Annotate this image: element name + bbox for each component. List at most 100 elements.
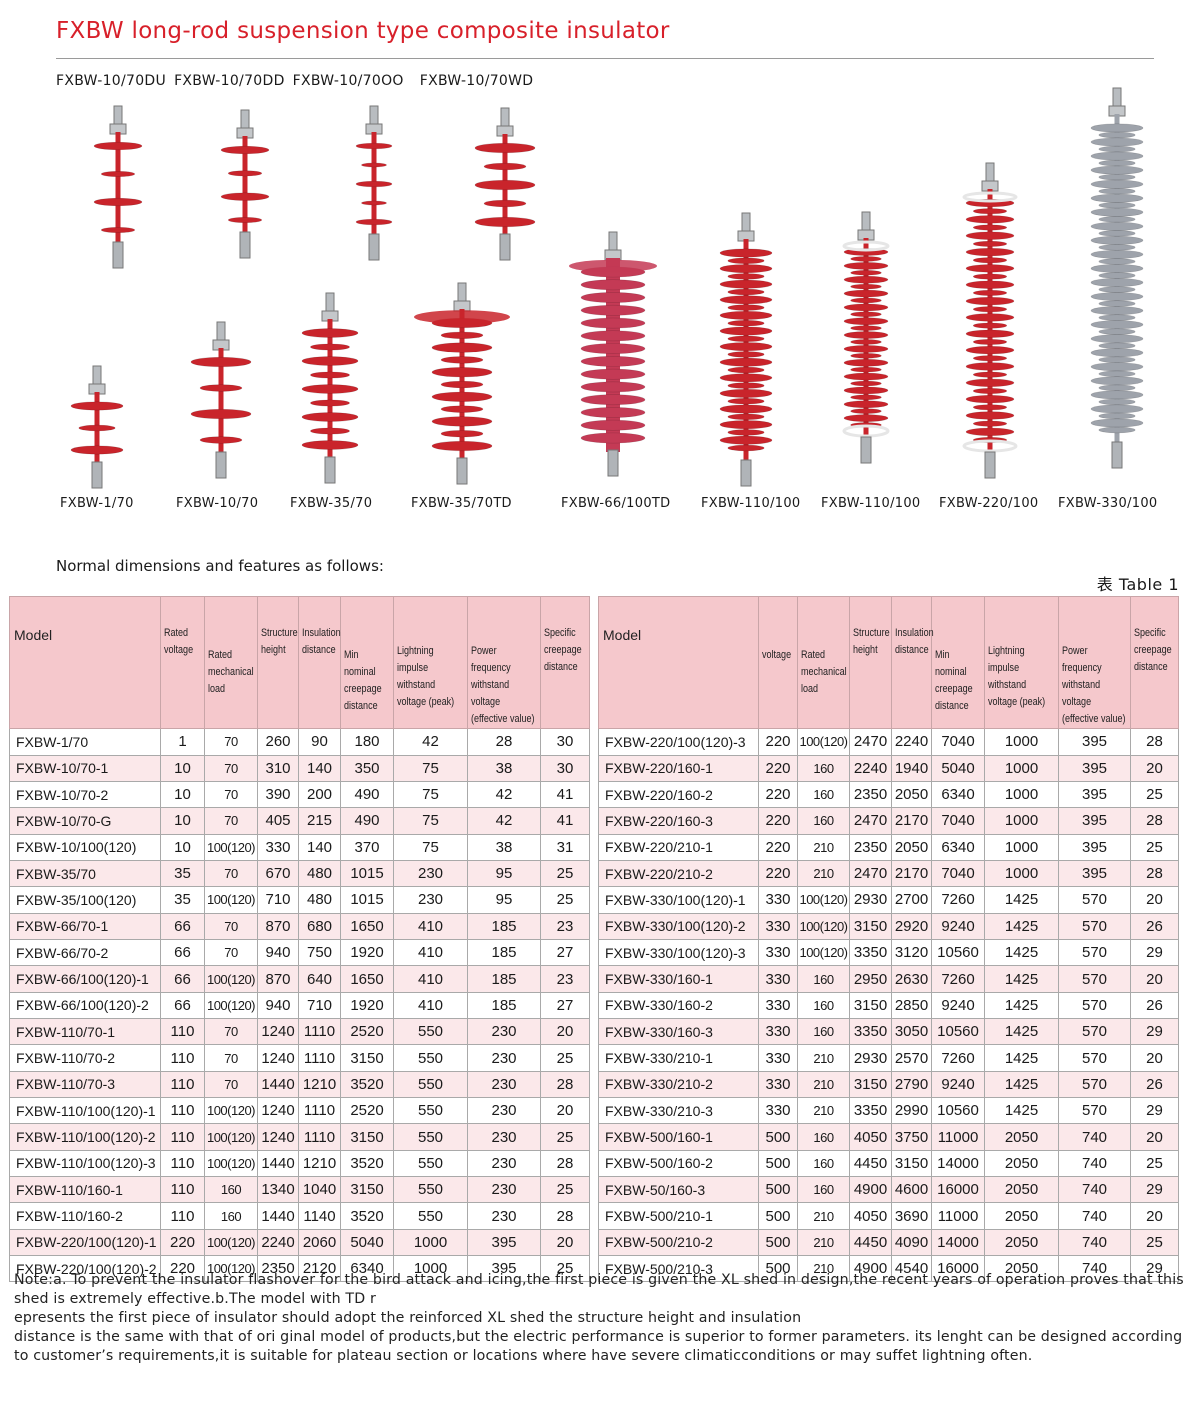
table-cell-distance: 1140 [298,1202,341,1230]
header-power: Power frequency withstand voltage (effecti… [467,595,541,730]
table-cell-height: 4450 [849,1149,892,1178]
title-divider [56,58,1154,59]
insulator-shed [1098,342,1136,349]
table-cell-creepage: 10560 [931,1097,985,1125]
table-cell-power: 740 [1058,1255,1131,1283]
table-cell-voltage: 110 [160,1070,205,1099]
table-cell-model: FXBW-220/100(120)-1 [9,1228,161,1257]
table-cell-voltage: 330 [758,1018,798,1046]
insulator-shed [850,269,882,276]
table-cell-height: 4900 [849,1176,892,1204]
table-cell-power: 570 [1058,912,1131,940]
insulator-shed [972,240,1008,247]
table-row: FXBW-10/70-G 10 70 405 215 490 75 42 41 [9,807,590,835]
table-cell-load: 160 [797,965,850,993]
insulator-shed [727,444,765,452]
insulator-shed [1098,173,1136,181]
insulator-shed [965,215,1015,224]
table-cell-height: 310 [257,754,299,782]
table-row: FXBW-220/100(120)-3 220 100(120) 2470 2240 70… [598,728,1179,756]
metal-end-fitting [607,449,619,477]
table-row: FXBW-10/70-1 10 70 310 140 350 75 38 30 [9,754,590,782]
insulator-shed [93,197,143,207]
table-cell-voltage: 500 [758,1228,798,1257]
table-row: FXBW-110/160-1 110 160 1340 1040 3150 550 230 25 [9,1176,590,1204]
table-cell-distance: 3050 [891,1018,932,1046]
table-cell-model: FXBW-66/100(120)-1 [9,965,161,993]
insulator-shed [431,342,493,353]
table-cell-model: FXBW-500/210-2 [598,1228,759,1257]
table-cell-model: FXBW-500/160-1 [598,1123,759,1151]
table-cell-distance: 1210 [298,1070,341,1099]
table-cell-specific: 25 [540,1123,590,1151]
insulator-shed [965,378,1015,387]
table-row: FXBW-66/100(120)-2 66 100(120) 940 710 1920 41… [9,991,590,1020]
photo-caption: FXBW-35/70 [290,496,373,511]
table-cell-load: 100(120) [204,1097,258,1125]
header-line: Power frequency [1062,645,1102,675]
insulator-shed [965,362,1015,371]
header-line: Min nominal [344,649,376,679]
table-cell-voltage: 110 [160,1044,205,1072]
insulator-shed [474,142,536,154]
insulator-shed [843,262,889,270]
insulator-shed [843,372,889,381]
insulator-shed [965,313,1015,322]
table-cell-creepage: 2520 [340,1018,394,1046]
insulator-shed [719,373,773,383]
insulator-shed [580,355,646,367]
table-cell-voltage: 220 [758,754,798,782]
insulator-shed [719,420,773,430]
insulator-shed [1098,258,1136,265]
table-cell-height: 1340 [257,1176,299,1204]
table-cell-specific: 20 [1130,1123,1179,1151]
header-voltage: Rated voltage [160,595,205,730]
insulator-shed [965,394,1015,404]
table-cell-distance: 2060 [298,1228,341,1257]
table-cell-impulse: 1425 [984,1044,1059,1072]
metal-end-fitting [239,231,251,259]
table-cell-height: 4050 [849,1202,892,1230]
top-model-label: FXBW-10/70WD [419,73,534,89]
insulator-shed [440,405,484,413]
table-cell-impulse: 1425 [984,991,1059,1020]
table-cell-voltage: 500 [758,1123,798,1151]
table-cell-specific: 29 [1130,938,1179,967]
table-cell-creepage: 7260 [931,1044,985,1072]
metal-end-fitting [984,451,996,479]
insulator-shed [199,384,243,392]
insulator-shed [440,380,484,389]
insulator-shed [965,296,1015,306]
table-cell-model: FXBW-330/100(120)-3 [598,938,759,967]
table-cell-height: 4450 [849,1228,892,1257]
table-row: FXBW-220/100(120)-1 220 100(120) 2240 2060 50… [9,1228,590,1257]
header-line: withstand voltage [1062,679,1101,709]
table-row: FXBW-500/210-2 500 210 4450 4090 14000 2050 740… [598,1228,1179,1257]
table-cell-specific: 28 [1130,728,1179,756]
insulator-shed [972,306,1008,313]
insulator-shed [1098,202,1136,209]
table-cell-creepage: 6340 [931,780,985,809]
table-cell-impulse: 1000 [984,859,1059,888]
table-cell-model: FXBW-330/160-2 [598,991,759,1020]
table-cell-distance: 2920 [891,912,932,940]
header-line: Specific [544,627,576,639]
table-cell-height: 710 [257,886,299,914]
insulator-shed [850,366,882,373]
table-cell-creepage: 11000 [931,1123,985,1151]
table-cell-specific: 25 [540,1176,590,1204]
insulator-shed [310,343,350,351]
table-cell-creepage: 10560 [931,938,985,967]
table-header-row: Model voltage Rated mechanical load Structure… [598,595,1179,730]
insulator-shed [843,358,889,367]
table-cell-model: FXBW-330/210-1 [598,1044,759,1072]
insulator-shed [301,412,359,422]
photo-caption: FXBW-220/100 [939,496,1039,511]
table-cell-load: 70 [204,807,258,835]
insulator-shed [850,256,882,262]
table-row: FXBW-35/70 35 70 670 480 1015 230 95 25 [9,859,590,888]
table-row: FXBW-220/160-2 220 160 2350 2050 6340 1000 395 2… [598,780,1179,809]
insulator-shed [727,273,765,280]
table-cell-specific: 20 [540,1018,590,1046]
table-cell-voltage: 35 [160,886,205,914]
